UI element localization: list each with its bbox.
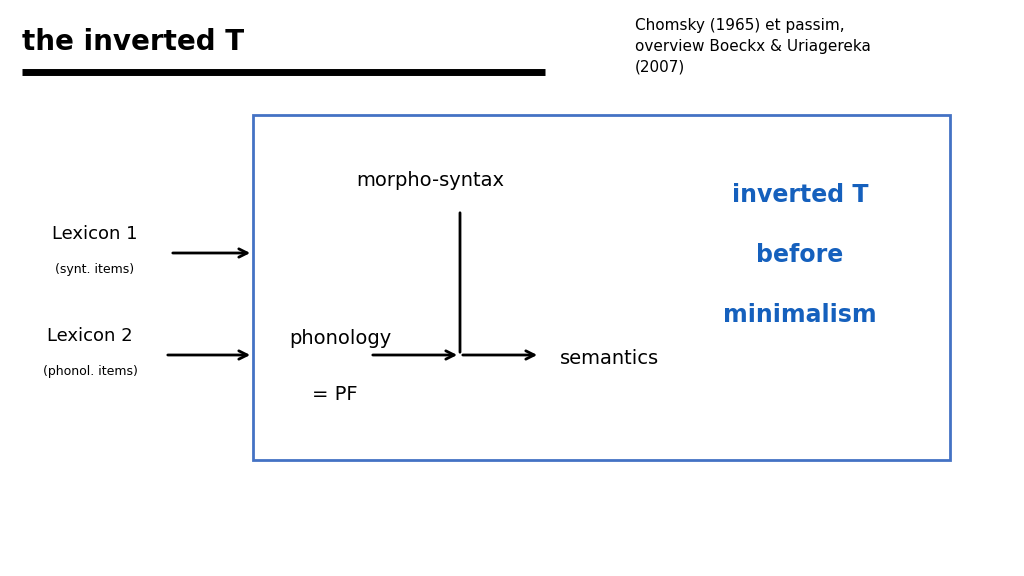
- Text: minimalism: minimalism: [723, 303, 877, 327]
- Text: phonology: phonology: [289, 329, 391, 348]
- Text: the inverted T: the inverted T: [22, 28, 244, 56]
- Text: before: before: [757, 243, 844, 267]
- Text: morpho-syntax: morpho-syntax: [356, 171, 504, 190]
- Text: Lexicon 2: Lexicon 2: [47, 327, 133, 345]
- Text: = PF: = PF: [312, 385, 357, 404]
- Text: (synt. items): (synt. items): [55, 263, 134, 276]
- Text: (phonol. items): (phonol. items): [43, 365, 137, 378]
- Text: semantics: semantics: [560, 348, 659, 367]
- Bar: [253, 115, 950, 460]
- Text: Chomsky (1965) et passim,
overview Boeckx & Uriagereka
(2007): Chomsky (1965) et passim, overview Boeck…: [635, 18, 870, 75]
- Text: Lexicon 1: Lexicon 1: [52, 225, 138, 243]
- Text: inverted T: inverted T: [732, 183, 868, 207]
